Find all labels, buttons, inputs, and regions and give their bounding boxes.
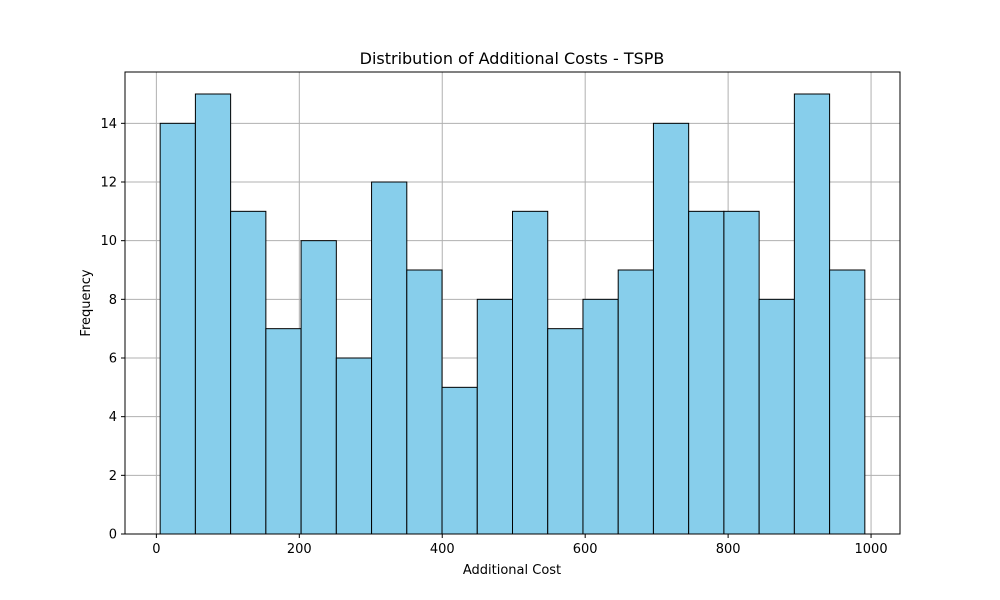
x-tick-label: 200	[287, 542, 312, 557]
histogram-bars	[159, 93, 866, 535]
histogram-bar	[793, 93, 831, 535]
histogram-bar	[371, 181, 408, 535]
chart-title: Distribution of Additional Costs - TSPB	[360, 49, 665, 68]
y-tick-label: 4	[109, 410, 117, 425]
histogram-bar	[688, 210, 725, 535]
x-tick-label: 0	[152, 542, 160, 557]
y-tick-label: 8	[109, 293, 117, 308]
plot-area-frame	[124, 71, 901, 535]
histogram-bar	[300, 240, 337, 535]
histogram-bar	[230, 210, 267, 535]
y-tick-label: 2	[109, 469, 117, 484]
histogram-bar	[758, 298, 795, 535]
y-axis-ticks: 0 2 4 6 8 10 12 14	[100, 117, 125, 543]
y-tick-label: 6	[109, 352, 117, 367]
histogram-bar	[406, 269, 443, 535]
x-axis-label: Additional Cost	[463, 563, 561, 578]
y-tick-label: 14	[100, 117, 117, 132]
x-tick-label: 600	[573, 542, 598, 557]
x-axis-ticks: 0 200 400 600 800 1000	[152, 534, 888, 557]
histogram-bar	[582, 298, 619, 535]
y-tick-label: 10	[100, 234, 117, 249]
histogram-bar	[441, 386, 478, 535]
histogram-bar	[194, 93, 232, 535]
histogram-bar	[512, 210, 549, 535]
y-tick-label: 12	[100, 176, 117, 191]
x-tick-label: 800	[716, 542, 741, 557]
histogram-bar	[159, 122, 196, 535]
histogram-bar	[335, 357, 373, 535]
histogram-bar	[617, 269, 654, 535]
histogram-bar	[829, 269, 866, 535]
histogram-bar	[723, 210, 760, 535]
x-tick-label: 400	[430, 542, 455, 557]
y-axis-label: Frequency	[79, 269, 94, 336]
x-tick-label: 1000	[855, 542, 888, 557]
histogram-bar	[547, 328, 584, 535]
y-tick-label: 0	[109, 528, 117, 543]
histogram-bar	[476, 298, 514, 535]
histogram-bar	[265, 328, 302, 535]
histogram-bar	[652, 122, 690, 535]
